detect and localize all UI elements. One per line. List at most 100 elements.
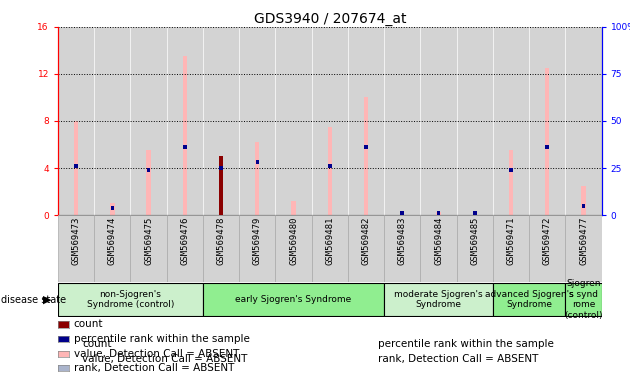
Bar bbox=[147, 168, 151, 172]
Bar bbox=[74, 164, 78, 168]
Bar bbox=[401, 211, 404, 215]
Text: GSM569480: GSM569480 bbox=[289, 217, 298, 265]
Bar bbox=[275, 27, 312, 215]
Bar bbox=[364, 98, 368, 215]
Text: value, Detection Call = ABSENT: value, Detection Call = ABSENT bbox=[74, 349, 239, 359]
Bar bbox=[581, 185, 586, 215]
Bar bbox=[493, 215, 529, 282]
Bar bbox=[384, 283, 493, 316]
Bar bbox=[581, 204, 585, 208]
Bar bbox=[437, 212, 441, 215]
Text: GSM569483: GSM569483 bbox=[398, 217, 407, 265]
Bar bbox=[312, 215, 348, 282]
Bar bbox=[74, 164, 78, 168]
Text: GSM569485: GSM569485 bbox=[470, 217, 479, 265]
Bar bbox=[167, 215, 203, 282]
Bar bbox=[364, 145, 368, 149]
Bar bbox=[58, 27, 94, 215]
Text: GSM569481: GSM569481 bbox=[325, 217, 335, 265]
Bar bbox=[472, 212, 477, 215]
Bar bbox=[312, 27, 348, 215]
Bar bbox=[509, 168, 513, 172]
Bar bbox=[183, 56, 187, 215]
Bar bbox=[529, 215, 565, 282]
Text: count: count bbox=[82, 339, 112, 349]
Bar bbox=[275, 215, 312, 282]
Title: GDS3940 / 207674_at: GDS3940 / 207674_at bbox=[253, 12, 406, 26]
Bar bbox=[256, 160, 259, 164]
Bar bbox=[437, 211, 440, 215]
Bar bbox=[203, 27, 239, 215]
Bar bbox=[328, 127, 332, 215]
Bar bbox=[239, 215, 275, 282]
Bar bbox=[509, 168, 513, 172]
Bar bbox=[400, 212, 404, 215]
Bar bbox=[328, 164, 331, 168]
Bar bbox=[94, 27, 130, 215]
Text: GSM569474: GSM569474 bbox=[108, 217, 117, 265]
Text: GSM569473: GSM569473 bbox=[72, 217, 81, 265]
Bar bbox=[457, 215, 493, 282]
Bar bbox=[239, 27, 275, 215]
Text: GSM569484: GSM569484 bbox=[434, 217, 443, 265]
Bar bbox=[420, 215, 457, 282]
Bar bbox=[146, 151, 151, 215]
Bar bbox=[110, 203, 115, 215]
Bar bbox=[110, 206, 114, 210]
Bar bbox=[147, 168, 151, 172]
Text: early Sjogren's Syndrome: early Sjogren's Syndrome bbox=[236, 295, 352, 304]
Text: GSM569476: GSM569476 bbox=[180, 217, 190, 265]
Bar bbox=[546, 145, 549, 149]
Text: rank, Detection Call = ABSENT: rank, Detection Call = ABSENT bbox=[378, 354, 539, 364]
Text: value, Detection Call = ABSENT: value, Detection Call = ABSENT bbox=[82, 354, 247, 364]
Bar bbox=[203, 283, 384, 316]
Text: ▶: ▶ bbox=[43, 295, 52, 305]
Text: disease state: disease state bbox=[1, 295, 66, 305]
Text: moderate Sjogren's
Syndrome: moderate Sjogren's Syndrome bbox=[394, 290, 483, 309]
Bar bbox=[509, 151, 513, 215]
Bar bbox=[348, 27, 384, 215]
Text: GSM569477: GSM569477 bbox=[579, 217, 588, 265]
Text: GSM569475: GSM569475 bbox=[144, 217, 153, 265]
Bar bbox=[529, 27, 565, 215]
Bar bbox=[565, 27, 602, 215]
Bar bbox=[565, 215, 602, 282]
Bar bbox=[420, 27, 457, 215]
Bar bbox=[203, 215, 239, 282]
Bar bbox=[183, 145, 186, 149]
Bar bbox=[401, 211, 404, 215]
Text: percentile rank within the sample: percentile rank within the sample bbox=[378, 339, 554, 349]
Bar bbox=[581, 204, 585, 208]
Bar bbox=[473, 211, 477, 215]
Bar bbox=[328, 164, 331, 168]
Bar bbox=[219, 166, 223, 170]
Bar bbox=[364, 145, 368, 149]
Bar bbox=[493, 283, 565, 316]
Text: rank, Detection Call = ABSENT: rank, Detection Call = ABSENT bbox=[74, 363, 234, 373]
Bar bbox=[256, 160, 259, 164]
Bar bbox=[74, 121, 78, 215]
Bar bbox=[110, 206, 114, 210]
Text: GSM569471: GSM569471 bbox=[507, 217, 515, 265]
Text: advanced Sjogren's
Syndrome: advanced Sjogren's Syndrome bbox=[484, 290, 573, 309]
Bar bbox=[219, 156, 223, 215]
Bar bbox=[348, 215, 384, 282]
Bar bbox=[255, 142, 260, 215]
Text: GSM569482: GSM569482 bbox=[362, 217, 370, 265]
Bar bbox=[58, 215, 94, 282]
Text: GSM569478: GSM569478 bbox=[217, 217, 226, 265]
Bar bbox=[384, 27, 420, 215]
Text: count: count bbox=[74, 319, 103, 329]
Bar bbox=[130, 27, 167, 215]
Bar bbox=[545, 68, 549, 215]
Bar bbox=[493, 27, 529, 215]
Text: GSM569472: GSM569472 bbox=[543, 217, 552, 265]
Bar bbox=[94, 215, 130, 282]
Bar bbox=[565, 283, 602, 316]
Bar bbox=[130, 215, 167, 282]
Bar bbox=[58, 283, 203, 316]
Text: Sjogren
s synd
rome
(control): Sjogren s synd rome (control) bbox=[564, 280, 603, 319]
Bar bbox=[292, 201, 295, 215]
Bar bbox=[473, 211, 477, 215]
Text: GSM569479: GSM569479 bbox=[253, 217, 262, 265]
